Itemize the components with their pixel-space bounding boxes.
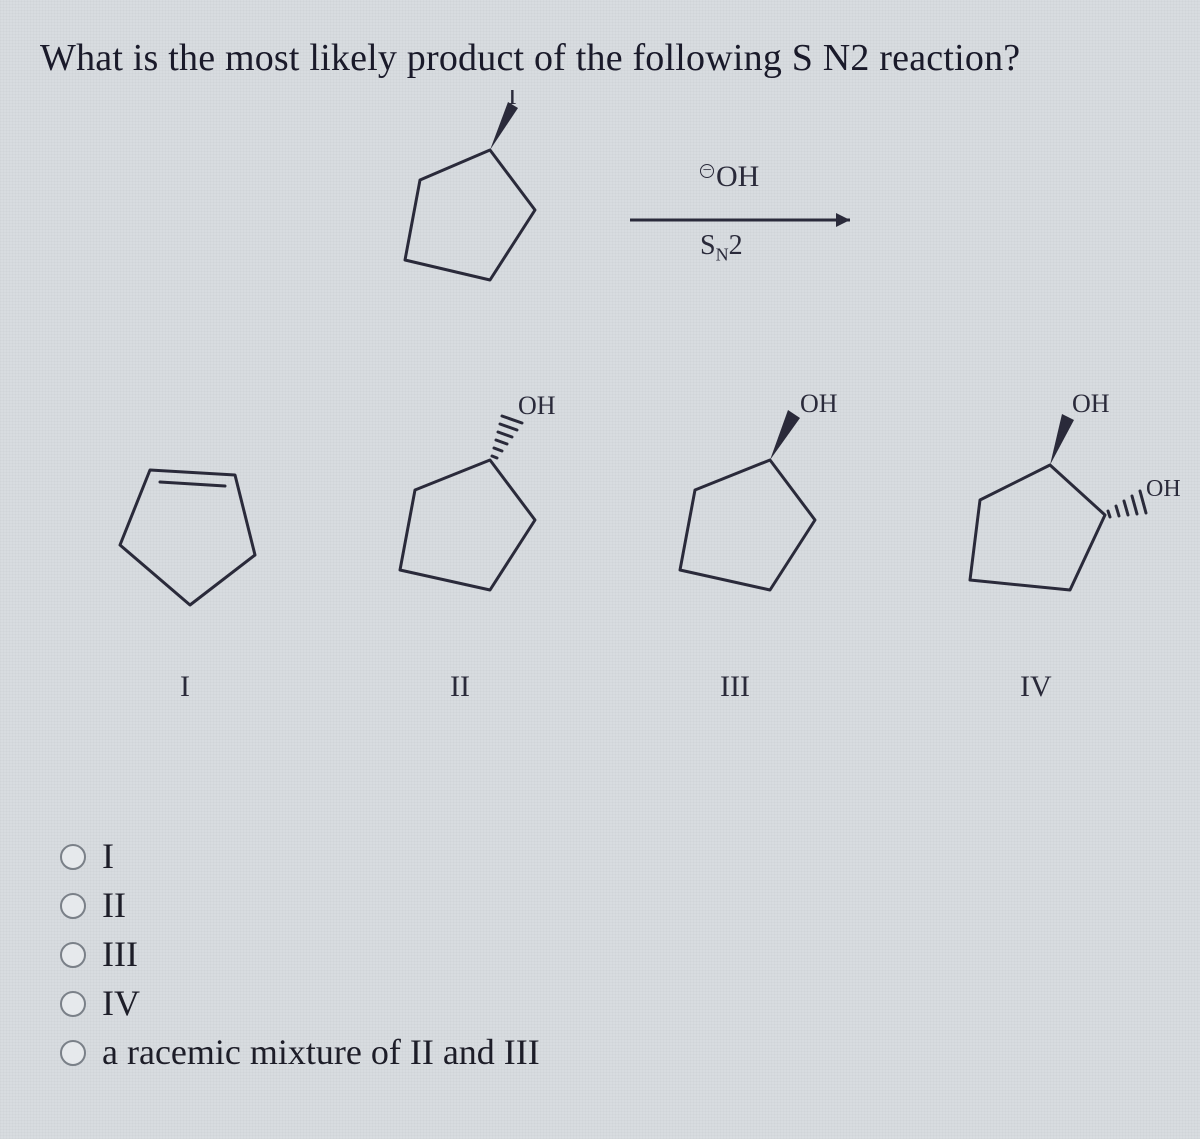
option-IV[interactable]: IV <box>60 981 540 1026</box>
radio-icon[interactable] <box>60 844 86 870</box>
option-IV-label: IV <box>102 981 140 1026</box>
option-I[interactable]: I <box>60 834 540 879</box>
reaction-scheme: I −OH SN2 <box>40 90 1160 340</box>
product-III-label: III <box>720 670 750 704</box>
option-I-label: I <box>102 834 114 879</box>
product-IV-oh1: OH <box>1072 390 1110 418</box>
question-page: What is the most likely product of the f… <box>0 0 1200 1139</box>
answer-options: I II III IV a racemic mixture of II and … <box>60 830 540 1079</box>
product-II-structure: OH <box>340 390 580 630</box>
option-racemic[interactable]: a racemic mixture of II and III <box>60 1030 540 1075</box>
products-row: I OH II O <box>40 380 1160 730</box>
radio-icon[interactable] <box>60 991 86 1017</box>
product-III-oh: OH <box>800 390 838 418</box>
product-III-structure: OH <box>620 390 860 630</box>
product-I-structure <box>80 420 300 640</box>
leaving-group-label: I <box>508 90 517 110</box>
product-II-label: II <box>450 670 470 704</box>
reagent-top-text: OH <box>716 160 759 193</box>
option-racemic-label: a racemic mixture of II and III <box>102 1030 540 1075</box>
option-III-label: III <box>102 932 138 977</box>
radio-icon[interactable] <box>60 893 86 919</box>
product-II-oh: OH <box>518 391 556 420</box>
product-IV-structure: OH OH <box>910 390 1190 630</box>
option-III[interactable]: III <box>60 932 540 977</box>
option-II-label: II <box>102 883 126 928</box>
question-text: What is the most likely product of the f… <box>40 36 1160 80</box>
option-II[interactable]: II <box>60 883 540 928</box>
substrate-structure: I <box>340 90 600 320</box>
radio-icon[interactable] <box>60 1040 86 1066</box>
radio-icon[interactable] <box>60 942 86 968</box>
product-I-label: I <box>180 670 190 704</box>
reagent-top: −OH <box>700 160 759 194</box>
product-IV-oh2: OH <box>1146 476 1181 502</box>
charge-symbol: − <box>700 164 714 178</box>
reagent-bottom: SN2 <box>700 230 743 266</box>
product-IV-label: IV <box>1020 670 1052 704</box>
